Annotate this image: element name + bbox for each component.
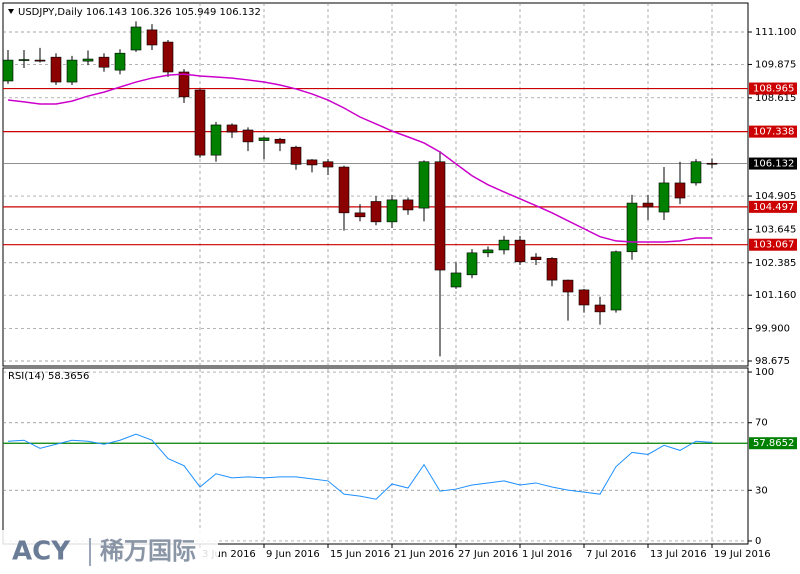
candle-body: [130, 26, 142, 51]
y-tick-label: 108.615: [755, 93, 796, 104]
candle-body: [466, 252, 478, 276]
candle-body: [674, 182, 686, 199]
moving-average: [7, 73, 712, 243]
x-tick-label: 21 Jun 2016: [394, 549, 454, 560]
brand-name: 稀万国际: [100, 537, 196, 565]
candle-body: [370, 201, 382, 223]
level-label: 108.965: [753, 84, 794, 95]
x-tick-label: 27 Jun 2016: [458, 549, 518, 560]
level-box: [749, 200, 797, 213]
candle-body: [578, 289, 590, 306]
level-label: 104.497: [753, 202, 794, 213]
x-tick-label: 9 Jun 2016: [266, 549, 320, 560]
candle-body: [434, 161, 446, 271]
candle-body: [98, 56, 110, 68]
candle-body: [418, 161, 430, 209]
candle-body: [642, 202, 654, 208]
candle-body: [514, 239, 526, 263]
menu-arrow: [8, 9, 14, 14]
chart-title: USDJPY,Daily 106.143 106.326 105.949 106…: [18, 7, 261, 18]
candle-body: [162, 41, 174, 73]
y-tick-label: 98.675: [755, 356, 790, 367]
level-box: [749, 125, 797, 138]
y-tick-label: 103.645: [755, 224, 796, 235]
candle-body: [226, 124, 238, 133]
candle-body: [306, 159, 318, 166]
rsi-pane: [2, 367, 749, 545]
rsi-title: RSI(14) 58.3656: [8, 371, 89, 382]
watermark: ACY 稀万国际: [0, 530, 218, 574]
level-box: [749, 238, 797, 251]
candle-body: [354, 212, 366, 218]
level-label: 57.8652: [753, 438, 794, 449]
x-tick-label: 1 Jul 2016: [522, 549, 572, 560]
watermark-bg: [0, 530, 218, 574]
candle-body: [498, 239, 510, 251]
candle-body: [18, 59, 30, 61]
y-tick-label: 100: [755, 367, 774, 378]
x-tick-label: 13 Jul 2016: [650, 549, 707, 560]
y-tick-label: 101.160: [755, 290, 796, 301]
x-tick-label: 3 Jun 2016: [202, 549, 256, 560]
candle-body: [706, 162, 718, 165]
candle-body: [34, 59, 46, 62]
candle-body: [258, 137, 270, 141]
candle-body: [66, 59, 78, 83]
y-tick-label: 104.905: [755, 191, 796, 202]
candle-body: [338, 166, 350, 214]
y-tick-label: 109.875: [755, 59, 796, 70]
candle-body: [322, 161, 334, 168]
y-tick-label: 30: [755, 485, 768, 496]
y-tick-label: 0: [755, 536, 761, 547]
candle-body: [178, 71, 190, 98]
candle-body: [290, 146, 302, 165]
candle-body: [546, 258, 558, 281]
level-label: 107.338: [753, 127, 794, 138]
candle-body: [450, 272, 462, 288]
candle-body: [242, 129, 254, 143]
x-tick-label: 7 Jul 2016: [586, 549, 636, 560]
y-tick-label: 111.100: [755, 27, 796, 38]
candle-body: [2, 59, 14, 82]
candle-body: [274, 138, 286, 144]
level-label: 103.067: [753, 240, 794, 251]
y-tick-label: 99.900: [755, 324, 790, 335]
candle-body: [594, 304, 606, 313]
candle-body: [114, 52, 126, 71]
x-tick-label: 15 Jun 2016: [330, 549, 390, 560]
x-tick-label: 19 Jul 2016: [714, 549, 771, 560]
level-box: [749, 437, 797, 450]
price-pane: [2, 2, 749, 367]
candle-body: [50, 56, 62, 83]
candle-body: [82, 58, 94, 62]
candle-body: [194, 89, 206, 156]
candle-body: [386, 199, 398, 223]
candle-body: [210, 124, 222, 156]
plot: 111.100 109.875 108.615 104.905 103.645 102.3…: [2, 3, 797, 560]
brand: ACY: [12, 537, 71, 567]
level-label: 106.132: [753, 159, 794, 170]
candle-body: [690, 161, 702, 184]
candle-body: [610, 251, 622, 311]
y-tick-label: 70: [755, 418, 768, 429]
candle-body: [562, 279, 574, 293]
candle-body: [402, 199, 414, 211]
rsi-line: [7, 433, 713, 500]
level-box: [749, 157, 797, 170]
level-box: [749, 82, 797, 95]
y-tick-label: 102.385: [755, 258, 796, 269]
candle-body: [658, 182, 670, 213]
candle-body: [530, 256, 542, 261]
candle-body: [626, 202, 638, 253]
candle-body: [482, 249, 494, 254]
candle-body: [146, 29, 158, 46]
